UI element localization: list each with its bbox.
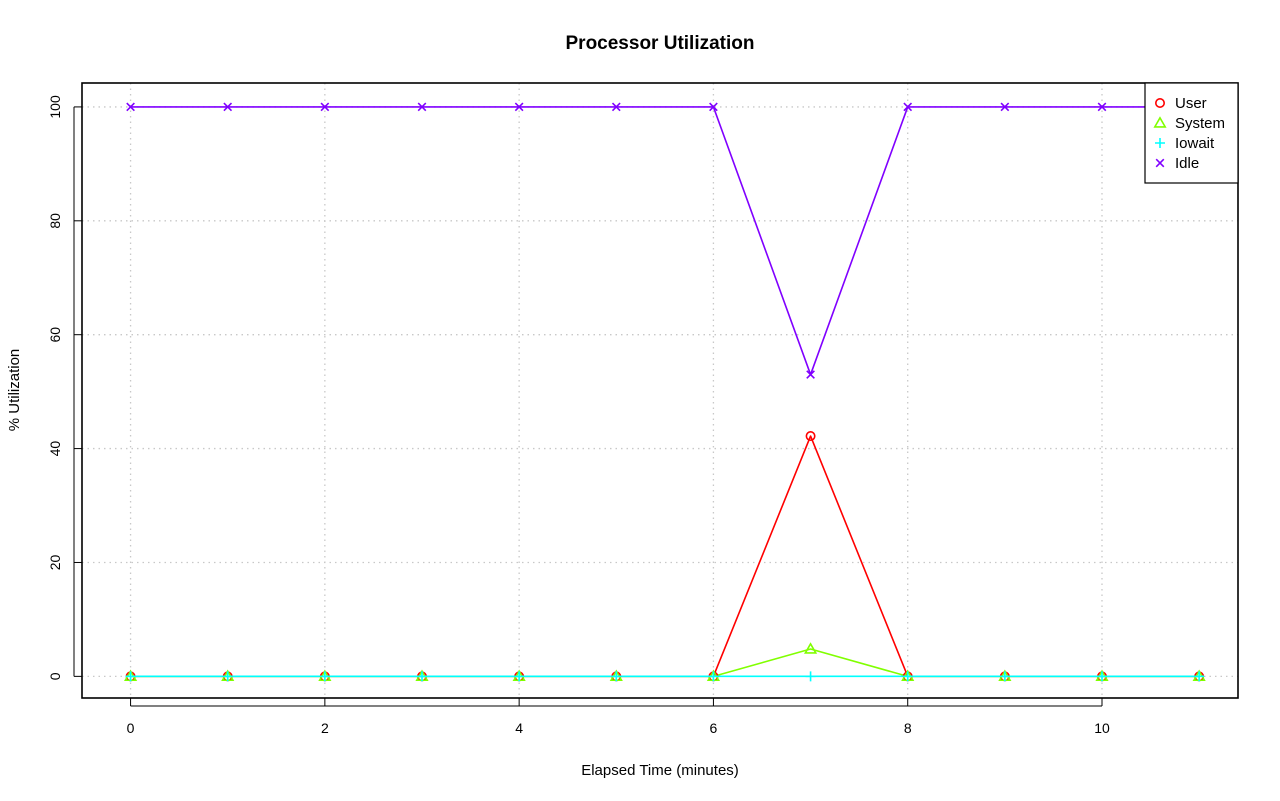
point-system [803, 642, 818, 654]
y-axis-label: % Utilization [6, 349, 23, 432]
point-idle [611, 102, 621, 112]
point-iowait [222, 671, 233, 682]
point-idle [320, 102, 330, 112]
x-tick-label: 10 [1094, 720, 1110, 736]
x-axis-label: Elapsed Time (minutes) [581, 762, 739, 779]
series-line-idle [130, 106, 1200, 376]
y-tick-label: 0 [47, 672, 63, 680]
series-markers [123, 102, 1206, 682]
x-tick-label: 8 [904, 720, 912, 736]
point-iowait [805, 671, 816, 682]
point-iowait [611, 671, 622, 682]
series-lines [130, 106, 1200, 678]
point-idle [514, 102, 524, 112]
legend-marker-system [1153, 116, 1167, 128]
legend-keys [1153, 98, 1167, 168]
point-iowait [1194, 671, 1205, 682]
point-idle [223, 102, 233, 112]
point-idle [1000, 102, 1010, 112]
x-tick-label: 0 [127, 720, 135, 736]
point-iowait [514, 671, 525, 682]
chart-title: Processor Utilization [566, 33, 755, 54]
legend-label-iowait: Iowait [1175, 135, 1215, 152]
point-iowait [708, 671, 719, 682]
point-iowait [1097, 671, 1107, 682]
point-iowait [999, 671, 1010, 682]
legend-label-idle: Idle [1175, 155, 1199, 172]
legend-marker-iowait [1155, 138, 1165, 148]
y-tick-label: 60 [47, 327, 63, 343]
y-tick-label: 100 [47, 95, 63, 119]
point-iowait [902, 671, 913, 682]
legend-marker-idle [1155, 158, 1165, 168]
point-iowait [125, 671, 136, 682]
legend-marker-user [1155, 98, 1166, 109]
y-tick-label: 80 [47, 213, 63, 229]
point-iowait [319, 671, 330, 682]
point-idle [903, 102, 913, 112]
legend-box [1144, 82, 1239, 184]
point-idle [126, 102, 135, 112]
point-user [805, 431, 816, 442]
point-idle [806, 370, 815, 379]
point-idle [709, 102, 718, 112]
x-tick-label: 6 [710, 720, 718, 736]
y-tick-label: 20 [47, 554, 63, 570]
x-tick-label: 2 [321, 720, 329, 736]
legend: User System Iowait Idle [1144, 82, 1239, 184]
point-iowait [417, 671, 427, 682]
point-idle [1097, 102, 1107, 112]
point-idle [417, 102, 427, 112]
legend-label-system: System [1175, 115, 1225, 132]
y-tick-label: 40 [47, 441, 63, 457]
x-axis: 0 2 4 6 8 10 [127, 698, 1110, 736]
y-axis: 0 20 40 60 80 100 [47, 95, 82, 680]
plot-frame [81, 82, 1239, 699]
x-tick-label: 4 [515, 720, 523, 736]
legend-label-user: User [1175, 95, 1207, 112]
